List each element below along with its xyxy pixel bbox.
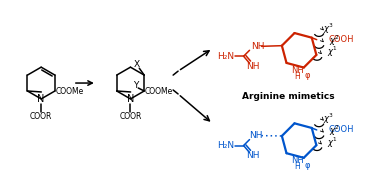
Text: H: H (294, 72, 300, 81)
Text: COOR: COOR (119, 112, 142, 121)
Text: NH: NH (246, 62, 259, 71)
Text: X: X (134, 60, 140, 69)
Text: NH: NH (291, 156, 304, 165)
Text: NH: NH (249, 131, 262, 140)
Text: φ: φ (305, 71, 310, 80)
Text: COOR: COOR (30, 112, 53, 121)
Text: $\chi^2$: $\chi^2$ (329, 33, 340, 48)
Text: NH: NH (251, 42, 264, 51)
Text: H₂N: H₂N (217, 52, 234, 61)
Text: $\chi^1$: $\chi^1$ (327, 135, 338, 150)
Text: COOMe: COOMe (144, 87, 173, 96)
Text: Y: Y (133, 81, 138, 90)
Text: N: N (127, 94, 134, 104)
Text: COOMe: COOMe (55, 87, 84, 96)
Text: NH: NH (246, 151, 259, 160)
Text: Arginine mimetics: Arginine mimetics (242, 92, 335, 101)
Text: COOH: COOH (328, 35, 354, 44)
Text: $\chi^1$: $\chi^1$ (327, 45, 338, 59)
Text: $\chi^3$: $\chi^3$ (323, 112, 334, 126)
Text: H: H (294, 162, 300, 171)
Text: NH: NH (291, 66, 304, 75)
Text: COOH: COOH (328, 125, 354, 134)
Text: H₂N: H₂N (217, 141, 234, 150)
Text: φ: φ (305, 161, 310, 170)
Text: $\chi^3$: $\chi^3$ (323, 21, 334, 36)
Text: N: N (37, 94, 45, 104)
Text: $\chi^2$: $\chi^2$ (329, 123, 340, 138)
